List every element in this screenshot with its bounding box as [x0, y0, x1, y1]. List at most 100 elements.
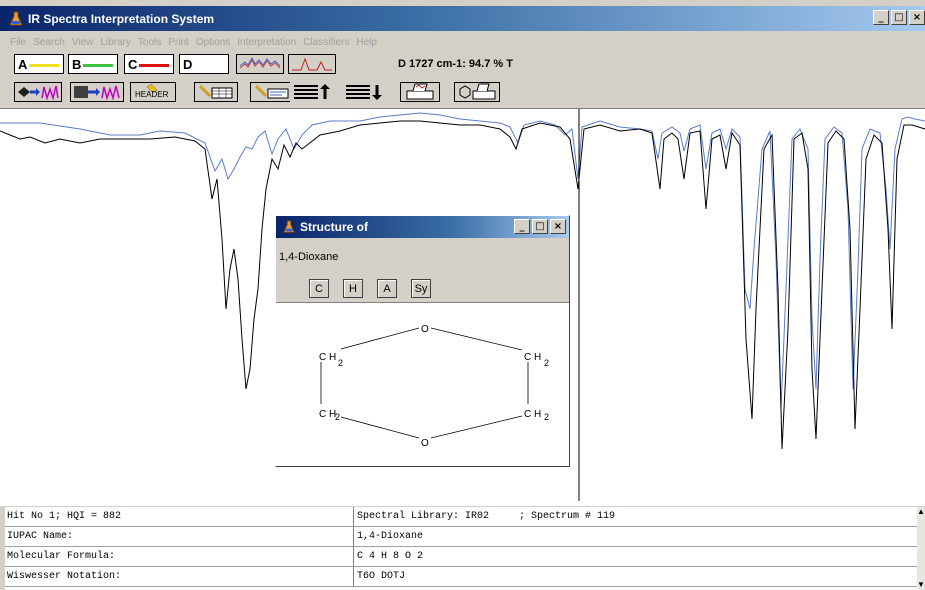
slot-a-button[interactable]: A [14, 54, 64, 74]
oxygen-bottom-label: O [421, 438, 429, 449]
ch2-bottom-left-label: C H [319, 409, 336, 420]
menu-bar: File Search View Library Tools Print Opt… [0, 34, 925, 50]
ch2-top-left-sub: 2 [338, 358, 343, 368]
single-spectrum-icon [292, 57, 332, 71]
library-search-icon [74, 85, 120, 100]
spectrum-slot-toolbar: A B C D D 1727 cm-1: 94.7 % T [0, 54, 925, 78]
print-structure-button[interactable] [454, 82, 500, 102]
atom-a-button[interactable]: A [377, 279, 397, 298]
list-up-icon [294, 84, 330, 99]
print-report-button[interactable] [194, 82, 238, 102]
menu-tools[interactable]: Tools [137, 36, 162, 48]
atom-c-button[interactable]: C [309, 279, 329, 298]
menu-options[interactable]: Options [195, 36, 231, 48]
dialog-close-button[interactable]: × [550, 219, 566, 234]
molecule-drawing: O O C H 2 C H 2 C H 2 C H 2 [319, 324, 549, 449]
symbol-button[interactable]: Sy [411, 279, 431, 298]
title-bar[interactable]: IR Spectra Interpretation System _ □ × [0, 6, 925, 31]
hit-info-table: Hit No 1; HQI = 882 Spectral Library: IR… [5, 507, 917, 590]
atom-h-button[interactable]: H [343, 279, 363, 298]
hit-label: Hit No 1; HQI = 882 [7, 511, 122, 522]
library-value: Spectral Library: IR02 ; Spectrum # 119 [357, 511, 616, 522]
menu-help[interactable]: Help [356, 36, 377, 48]
column-divider [353, 527, 354, 547]
menu-classifiers[interactable]: Classifiers [303, 36, 350, 48]
iupac-value: 1,4-Dioxane [357, 531, 424, 542]
structure-printer-icon [459, 83, 496, 100]
overlay-spectra-button[interactable] [236, 54, 284, 74]
scroll-down-icon[interactable]: ▼ [917, 580, 925, 589]
wiswesser-label: Wiswesser Notation: [7, 571, 122, 582]
structure-dialog-title: Structure of [300, 220, 369, 234]
table-row[interactable]: Wiswesser Notation: T6O DOTJ [5, 567, 917, 587]
dialog-maximize-button[interactable]: □ [532, 219, 548, 234]
search-spectrum-icon [18, 85, 59, 100]
dialog-minimize-button[interactable]: _ [514, 219, 530, 234]
column-divider [353, 567, 354, 587]
atom-label-buttons: C H A Sy [309, 279, 431, 298]
slot-c-label: C [128, 56, 138, 72]
printer-icon [406, 83, 434, 100]
pencil-form-icon [254, 84, 289, 99]
ch2-top-right-label: C H [524, 352, 541, 363]
flask-icon [283, 220, 295, 233]
slot-b-label: B [72, 56, 82, 72]
move-up-button[interactable] [290, 82, 334, 102]
menu-file[interactable]: File [10, 36, 27, 48]
library-search-button[interactable] [70, 82, 124, 102]
slot-c-swatch [139, 64, 169, 67]
info-scrollbar[interactable]: ▲ ▼ [917, 507, 925, 590]
minimize-button[interactable]: _ [873, 10, 889, 25]
window-controls: _ □ × [873, 10, 925, 25]
dialog-separator [276, 302, 569, 304]
slot-a-label: A [18, 56, 28, 72]
spectrum-trace-a [0, 120, 925, 450]
wiswesser-value: T6O DOTJ [357, 571, 406, 582]
structure-dialog-titlebar[interactable]: Structure of _ □ × [276, 216, 569, 238]
column-divider [353, 547, 354, 567]
column-divider [353, 507, 354, 527]
cursor-readout: D 1727 cm-1: 94.7 % T [398, 58, 513, 70]
menu-interpretation[interactable]: Interpretation [237, 36, 297, 48]
edit-report-button[interactable] [250, 82, 294, 102]
single-spectrum-button[interactable] [288, 54, 336, 74]
table-row[interactable]: Hit No 1; HQI = 882 Spectral Library: IR… [5, 507, 917, 527]
table-row[interactable]: Molecular Formula: C 4 H 8 O 2 [5, 547, 917, 567]
scroll-up-icon[interactable]: ▲ [917, 507, 925, 516]
header-label: HEADER [135, 90, 169, 99]
flask-icon [9, 11, 23, 25]
menu-view[interactable]: View [71, 36, 94, 48]
spectrum-trace-b [0, 112, 925, 410]
close-button[interactable]: × [909, 10, 925, 25]
iupac-label: IUPAC Name: [7, 531, 74, 542]
table-row[interactable]: IUPAC Name: 1,4-Dioxane [5, 527, 917, 547]
move-down-button[interactable] [342, 82, 386, 102]
slot-a-swatch [29, 64, 59, 67]
header-icon [146, 84, 158, 94]
list-down-icon [346, 85, 382, 100]
print-button[interactable] [400, 82, 440, 102]
dialog-controls: _ □ × [514, 219, 566, 234]
menu-search[interactable]: Search [33, 36, 65, 48]
header-button[interactable]: HEADER [130, 82, 176, 102]
slot-d-button[interactable]: D [179, 54, 229, 74]
spectrum-plot[interactable] [0, 109, 925, 507]
oxygen-top-label: O [421, 324, 429, 335]
slot-b-swatch [83, 64, 113, 67]
ch2-bottom-right-label: C H [524, 409, 541, 420]
compound-name: 1,4-Dioxane [279, 251, 339, 263]
slot-b-button[interactable]: B [68, 54, 118, 74]
search-spectrum-button[interactable] [14, 82, 62, 102]
menu-library[interactable]: Library [100, 36, 131, 48]
ch2-top-right-sub: 2 [544, 358, 549, 368]
slot-c-button[interactable]: C [124, 54, 174, 74]
menu-print[interactable]: Print [168, 36, 189, 48]
slot-d-label: D [183, 56, 193, 72]
maximize-button[interactable]: □ [891, 10, 907, 25]
overlay-spectra-icon [239, 56, 281, 69]
window-title: IR Spectra Interpretation System [28, 11, 215, 26]
formula-label: Molecular Formula: [7, 551, 116, 562]
structure-dialog[interactable]: Structure of _ □ × 1,4-Dioxane C H A Sy [275, 215, 570, 467]
ch2-bottom-left-sub: 2 [335, 412, 340, 422]
